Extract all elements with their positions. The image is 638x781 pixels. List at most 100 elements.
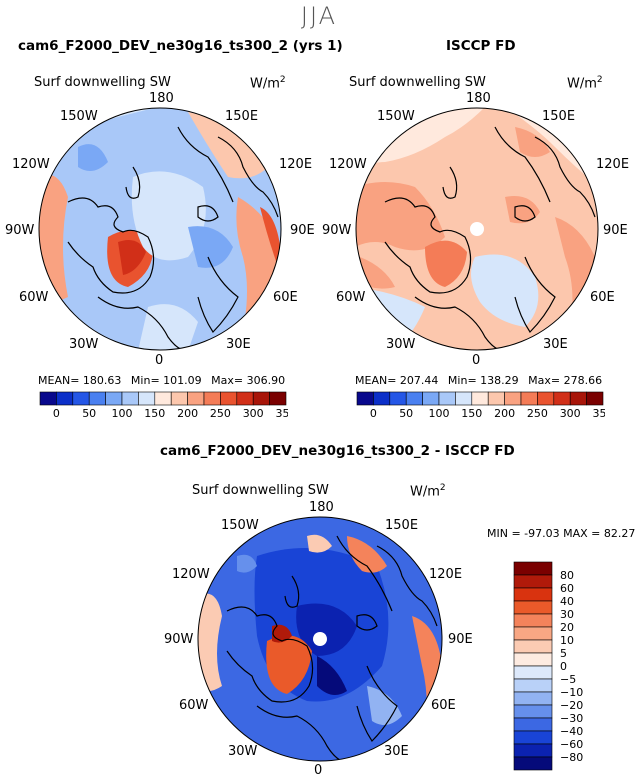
panel1-units-sup: 2 bbox=[279, 75, 286, 85]
panel1-title: cam6_F2000_DEV_ne30g16_ts300_2 (yrs 1) bbox=[18, 38, 343, 54]
panel1-field-region bbox=[188, 226, 233, 268]
panel2-field bbox=[356, 108, 598, 350]
panel1-colorbar-swatch bbox=[220, 391, 238, 406]
panel3-lon-label: 150E bbox=[385, 518, 419, 533]
panel1-colorbar-swatch bbox=[56, 391, 74, 406]
panel2-lon-label: 180 bbox=[466, 91, 491, 106]
panel2-colorbar-swatch bbox=[455, 391, 473, 406]
panel2-colorbar-tick-label: 50 bbox=[399, 407, 413, 420]
panel2-stats: MEAN= 207.44 Min= 138.29 Max= 278.66 bbox=[355, 374, 602, 387]
panel3-polar-map bbox=[197, 516, 443, 762]
panel1-coastline bbox=[67, 197, 155, 294]
panel3-colorbar-tick-label: −10 bbox=[560, 686, 583, 699]
panel3-coastline bbox=[226, 606, 314, 703]
panel1-field-region bbox=[260, 207, 281, 277]
panel1-variable: Surf downwelling SW bbox=[34, 75, 171, 90]
panel2-field-region bbox=[425, 240, 467, 287]
panel3-colorbar-swatch bbox=[513, 665, 553, 680]
panel1-colorbar-tick-label: 0 bbox=[53, 407, 60, 420]
panel3-coastline bbox=[356, 665, 398, 742]
panel1-min-value: 101.09 bbox=[163, 374, 202, 387]
panel3-colorbar-tick-label: 5 bbox=[560, 647, 567, 660]
panel2-colorbar-swatch bbox=[586, 391, 604, 406]
panel2-variable: Surf downwelling SW bbox=[349, 75, 486, 90]
panel2-colorbar-swatch bbox=[438, 391, 456, 406]
panel3-colorbar-swatch bbox=[513, 587, 553, 602]
panel3-coastline bbox=[336, 535, 393, 612]
panel2-units: W/m2 bbox=[567, 75, 603, 91]
panel1-colorbar-tick-label: 150 bbox=[144, 407, 165, 420]
panel2-coastline bbox=[514, 205, 536, 222]
panel1-colorbar: 0 50 100 150 200 250 300 350 bbox=[39, 391, 289, 420]
panel1-colorbar-swatch bbox=[187, 391, 205, 406]
panel1-field-region bbox=[138, 304, 198, 350]
panel1-stats: MEAN= 180.63 Min= 101.09 Max= 306.90 bbox=[38, 374, 285, 387]
panel2-colorbar-swatch bbox=[569, 391, 587, 406]
panel2-lon-label: 90E bbox=[603, 223, 628, 238]
panel2-coastline bbox=[514, 256, 556, 333]
panel1-colorbar-swatch bbox=[72, 391, 90, 406]
panel1-colorbar-tick-label: 50 bbox=[82, 407, 96, 420]
panel2-colorbar-swatch bbox=[537, 391, 555, 406]
panel2-min-label: Min= bbox=[447, 374, 477, 387]
panel2-colorbar-tick-label: 0 bbox=[370, 407, 377, 420]
panel2-lon-label: 60E bbox=[590, 290, 615, 305]
panel2-colorbar-swatch bbox=[405, 391, 423, 406]
panel2-colorbar-swatch bbox=[422, 391, 440, 406]
panel1-colorbar-tick-label: 250 bbox=[210, 407, 231, 420]
panel2-colorbar: 0 50 100 150 200 250 300 350 bbox=[356, 391, 606, 420]
panel2-colorbar-tick-label: 350 bbox=[593, 407, 606, 420]
panel3-colorbar-swatch bbox=[513, 704, 553, 719]
panel3-colorbar-swatch bbox=[513, 730, 553, 745]
panel1-coastline bbox=[177, 126, 234, 203]
panel1-colorbar-tick-label: 350 bbox=[276, 407, 289, 420]
panel3-colorbar-swatch bbox=[513, 691, 553, 706]
panel2-coastline bbox=[534, 136, 596, 218]
panel1-max-value: 306.90 bbox=[246, 374, 286, 387]
panel2-coastline bbox=[414, 296, 506, 350]
panel3-lon-label: 180 bbox=[309, 500, 334, 515]
panel1-coastline bbox=[197, 205, 219, 222]
panel3-field-region bbox=[317, 656, 347, 695]
panel1-coastline bbox=[125, 166, 141, 199]
panel3-lon-label: 90W bbox=[164, 632, 194, 647]
panel1-colorbar-swatch bbox=[170, 391, 188, 406]
panel1-colorbar-swatch bbox=[138, 391, 156, 406]
panel2-lon-label: 90W bbox=[322, 223, 352, 238]
panel1-coastline bbox=[97, 296, 189, 350]
panel2-colorbar-tick-label: 250 bbox=[527, 407, 548, 420]
panel3-lon-label: 30E bbox=[384, 744, 409, 759]
panel3-colorbar-tick-label: −20 bbox=[560, 699, 583, 712]
panel3-coastline bbox=[376, 545, 438, 627]
panel3-pole-mask bbox=[313, 632, 327, 646]
panel3-lon-label: 90E bbox=[448, 632, 473, 647]
panel2-max-label: Max= bbox=[528, 374, 561, 387]
panel2-lon-label: 30E bbox=[543, 337, 568, 352]
panel3-field-region bbox=[367, 686, 402, 725]
panel1-lon-label: 120E bbox=[279, 157, 313, 172]
panel1-lon-label: 90E bbox=[290, 223, 315, 238]
panel3-colorbar-tick-label: 60 bbox=[560, 582, 574, 595]
panel3-lon-label: 60E bbox=[431, 698, 456, 713]
panel1-colorbar-swatch bbox=[154, 391, 172, 406]
panel1-units: W/m2 bbox=[250, 75, 286, 91]
panel3-field-region bbox=[296, 603, 357, 656]
panel3-colorbar-tick-label: −60 bbox=[560, 738, 583, 751]
panel2-lon-label: 120W bbox=[329, 157, 367, 172]
panel3-colorbar-swatch bbox=[513, 639, 553, 654]
season-title: JJA bbox=[300, 2, 338, 30]
panel3-field-region bbox=[266, 635, 312, 694]
panel1-lon-label: 180 bbox=[149, 91, 174, 106]
panel3-units-base: W/m bbox=[410, 484, 440, 500]
panel2-field-region bbox=[505, 196, 540, 224]
panel2-colorbar-swatch bbox=[389, 391, 407, 406]
panel3-colorbar-swatch bbox=[513, 574, 553, 589]
panel3-title: cam6_F2000_DEV_ne30g16_ts300_2 - ISCCP F… bbox=[160, 443, 515, 459]
panel3-colorbar-swatch bbox=[513, 600, 553, 615]
panel3-colorbar-tick-label: 0 bbox=[560, 660, 567, 673]
panel1-lon-label: 0 bbox=[155, 353, 164, 368]
panel3-stats: MIN = -97.03 MAX = 82.27 bbox=[487, 527, 636, 540]
panel1-min-label: Min= bbox=[130, 374, 160, 387]
panel2-max-value: 278.66 bbox=[563, 374, 603, 387]
